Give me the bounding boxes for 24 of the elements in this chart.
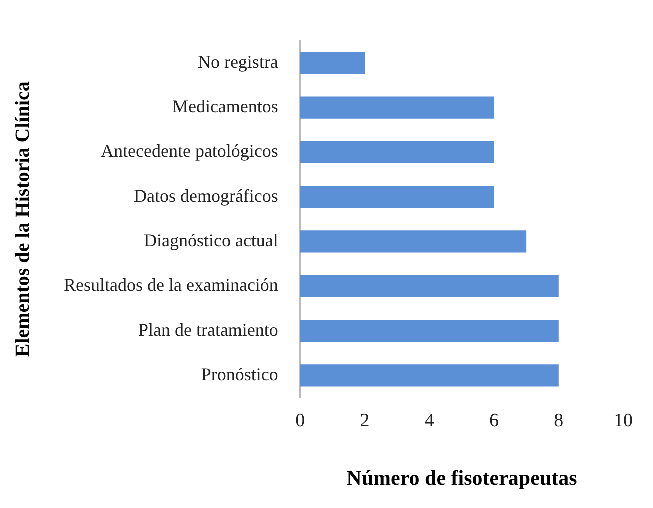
bar xyxy=(300,230,527,253)
y-axis-title: Elementos de la Historia Clínica xyxy=(12,82,34,358)
y-tick-label: Plan de tratamiento xyxy=(138,320,278,340)
y-tick-label: Datos demográficos xyxy=(134,186,278,206)
y-tick-label: No registra xyxy=(198,52,278,72)
y-tick-label: Antecedente patológicos xyxy=(101,141,278,162)
x-tick-label: 4 xyxy=(424,410,435,432)
bar xyxy=(300,275,559,298)
y-tick-label: Medicamentos xyxy=(172,96,278,117)
x-tick-label: 8 xyxy=(554,410,564,432)
x-tick-label: 2 xyxy=(360,410,370,432)
y-tick-label: Resultados de la examinación xyxy=(64,275,278,296)
x-axis-title: Número de fisoterapeutas xyxy=(346,466,578,490)
bar xyxy=(300,186,494,208)
bar xyxy=(300,96,494,119)
y-tick-label: Diagnóstico actual xyxy=(144,230,278,250)
bar xyxy=(300,52,366,74)
x-tick-label: 0 xyxy=(296,410,306,432)
x-tick-label: 10 xyxy=(614,410,633,432)
y-tick-label: Pronóstico xyxy=(201,364,278,384)
bar xyxy=(300,364,559,387)
bar xyxy=(300,320,559,342)
bar xyxy=(300,141,494,164)
x-tick-label: 6 xyxy=(490,410,500,432)
